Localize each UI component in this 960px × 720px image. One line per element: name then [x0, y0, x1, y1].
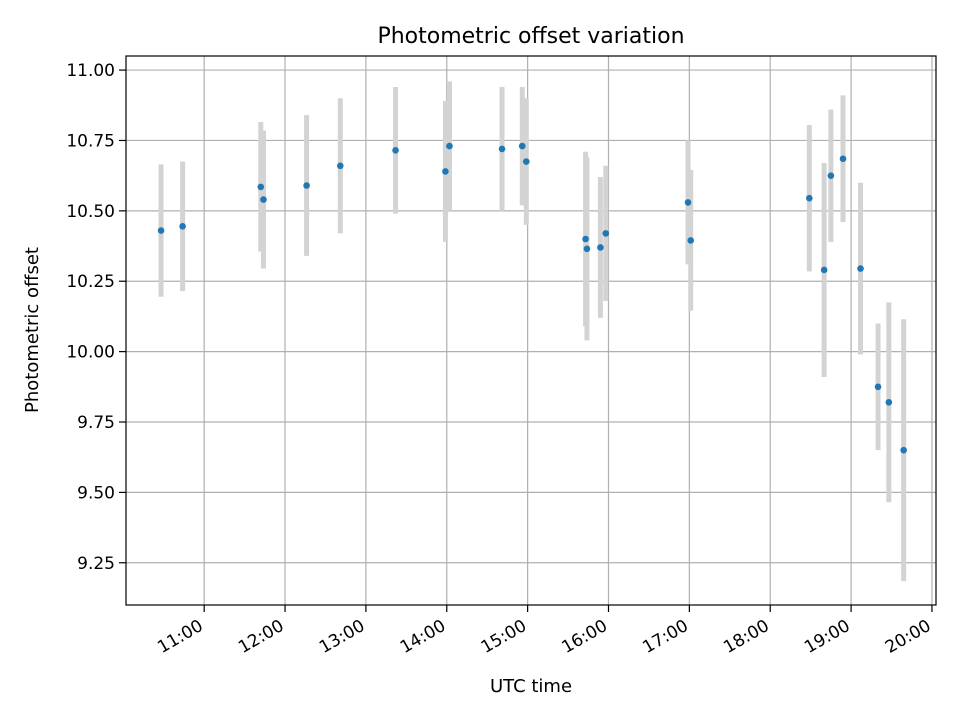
- y-tick-label: 9.25: [77, 554, 115, 574]
- plot-frame: [125, 55, 937, 606]
- data-point: [684, 199, 692, 206]
- data-point: [518, 142, 526, 150]
- data-point: [597, 244, 604, 251]
- data-point: [900, 446, 907, 454]
- data-point: [602, 230, 610, 237]
- data-point: [392, 147, 399, 154]
- data-point: [442, 168, 449, 175]
- y-tick-label: 10.25: [66, 272, 115, 292]
- data-point: [498, 145, 506, 153]
- data-point: [582, 235, 589, 243]
- data-point: [260, 196, 267, 203]
- data-point: [257, 183, 265, 191]
- data-point: [839, 155, 847, 163]
- x-axis-label: UTC time: [490, 676, 572, 697]
- marker-layer: [157, 142, 907, 454]
- y-tick-label: 9.75: [77, 413, 115, 433]
- data-point: [827, 172, 835, 179]
- data-point: [874, 383, 882, 391]
- y-tick-label: 10.50: [66, 202, 115, 222]
- y-tick-label: 10.75: [66, 131, 115, 151]
- chart-title: Photometric offset variation: [377, 24, 684, 49]
- y-tick-label: 9.50: [77, 483, 115, 503]
- y-axis-label: Photometric offset: [22, 247, 43, 413]
- data-point: [336, 162, 344, 170]
- data-point: [857, 265, 864, 272]
- y-tick-label: 10.00: [66, 343, 115, 363]
- data-point: [687, 237, 695, 244]
- data-point: [303, 182, 310, 189]
- data-point: [885, 398, 893, 406]
- data-point: [820, 266, 828, 274]
- grid-layer: [126, 56, 936, 605]
- data-point: [522, 158, 530, 165]
- data-point: [157, 227, 165, 234]
- data-point: [806, 194, 813, 202]
- data-point: [583, 245, 591, 253]
- data-point: [179, 223, 186, 230]
- y-tick-label: 11.00: [66, 61, 115, 81]
- data-point: [446, 142, 453, 150]
